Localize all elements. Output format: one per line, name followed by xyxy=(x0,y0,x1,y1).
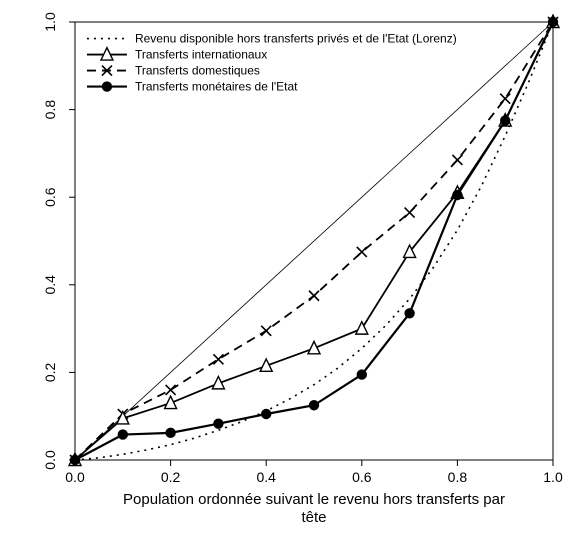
y-tick-label: 0.8 xyxy=(42,100,58,120)
x-tick-label: 0.2 xyxy=(161,469,181,485)
y-tick-label: 0.2 xyxy=(42,362,58,382)
legend-label: Transferts monétaires de l'Etat xyxy=(135,80,298,94)
x-tick-label: 0.6 xyxy=(352,469,372,485)
x-axis-title-2: tête xyxy=(301,509,326,526)
x-tick-label: 0.4 xyxy=(256,469,276,485)
lorenz-chart: 0.0 0.2 0.4 0.6 0.8 1.0 0.0 0.2 0.4 0.6 0.8 1.0 Popu… xyxy=(0,0,585,549)
x-axis-title: Population ordonnée suivant le revenu ho… xyxy=(123,491,505,508)
x-tick-label: 0.8 xyxy=(448,469,468,485)
legend-label: Transferts internationaux xyxy=(135,48,267,62)
y-tick-label: 0.4 xyxy=(42,275,58,295)
chart-svg: 0.0 0.2 0.4 0.6 0.8 1.0 0.0 0.2 0.4 0.6 0.8 1.0 Popu… xyxy=(0,0,585,549)
x-tick-label: 1.0 xyxy=(543,469,563,485)
y-tick-label: 0.6 xyxy=(42,187,58,207)
legend-label: Transferts domestiques xyxy=(135,64,260,78)
legend-label: Revenu disponible hors transferts privés… xyxy=(135,32,457,46)
y-tick-label: 0.0 xyxy=(42,450,58,470)
y-tick-label: 1.0 xyxy=(42,12,58,32)
x-tick-label: 0.0 xyxy=(65,469,85,485)
